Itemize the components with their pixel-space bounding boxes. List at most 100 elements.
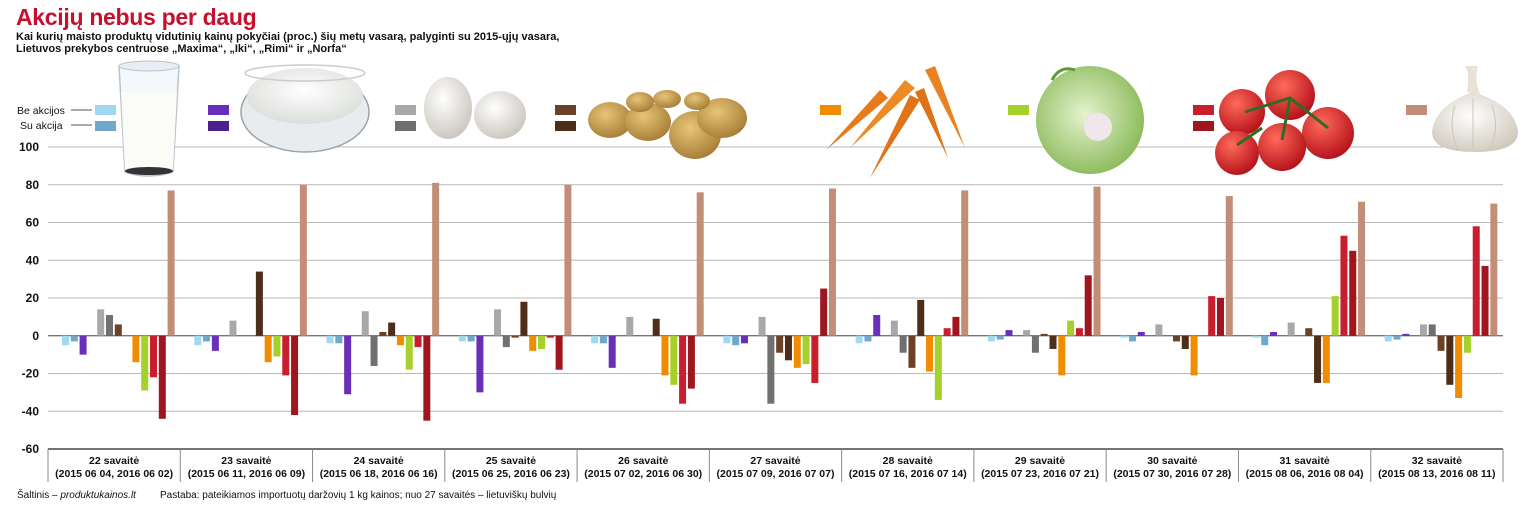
bar-cottage-cheese-bowl-without-promo [740,335,748,344]
legend-swatch-eggs-with-promo [395,121,416,131]
x-tick-label-week: 31 savaitė [1279,455,1329,467]
bar-potatoes-without-promo [379,331,387,336]
legend-label-with-promo: Su akcija [20,120,63,132]
bar-eggs-without-promo [229,320,237,336]
chart-title: Akcijų nebus per daug [16,4,257,30]
bar-potatoes-without-promo [1437,335,1445,351]
legend-swatch-tomatoes-with-promo [1193,121,1214,131]
bar-tomatoes-without-promo [1208,296,1216,336]
bar-milk-glass-without-promo [194,335,202,346]
bar-carrots-without-promo [396,335,404,346]
potatoes-icon [588,90,747,159]
bar-potatoes-with-promo [1181,335,1189,349]
bar-milk-glass-with-promo [335,335,343,344]
bar-carrots-without-promo [1322,335,1330,383]
x-tick-label-week: 29 savaitė [1015,455,1065,467]
bar-milk-glass-with-promo [864,335,872,342]
legend-swatch-cottage-cheese-bowl-with-promo [208,121,229,131]
bar-cabbage-without-promo [1463,335,1471,353]
x-tick-label-week: 22 savaitė [89,455,139,467]
y-tick-label: -40 [22,404,40,418]
y-tick-label: -20 [22,367,40,381]
source-note: Šaltinis – produktukainos.lt [17,488,137,501]
legend-swatch-tomatoes-without-promo [1193,105,1214,115]
bar-garlic-without-promo [1490,203,1498,336]
bar-garlic-without-promo [299,184,307,336]
y-tick-label: 0 [32,329,39,343]
bar-carrots-without-promo [661,335,669,376]
bar-cabbage-without-promo [934,335,942,400]
bar-tomatoes-without-promo [282,335,290,376]
bar-milk-glass-without-promo [62,335,69,346]
x-tick-label-week: 32 savaitė [1412,455,1462,467]
garlic-icon [1432,66,1518,152]
bar-garlic-without-promo [961,190,969,336]
bar-potatoes-without-promo [908,335,916,368]
bar-tomatoes-without-promo [943,328,951,336]
bar-carrots-without-promo [1058,335,1066,376]
bar-garlic-without-promo [696,192,704,336]
bar-carrots-without-promo [1190,335,1198,376]
bar-tomatoes-with-promo [291,335,299,416]
x-tick-label-week: 30 savaitė [1147,455,1197,467]
bar-milk-glass-without-promo [1384,335,1392,342]
x-tick-label-dates: (2015 07 16, 2016 07 14) [849,468,967,480]
bar-cottage-cheese-bowl-without-promo [79,335,87,355]
legend-label-without-promo: Be akcijos [17,105,65,117]
bar-carrots-without-promo [529,335,537,351]
bar-milk-glass-with-promo [203,335,211,342]
legend-swatch-cottage-cheese-bowl-without-promo [208,105,229,115]
gridlines [48,146,1503,412]
bar-milk-glass-with-promo [732,335,740,346]
bar-milk-glass-with-promo [599,335,607,344]
milk-glass-icon [118,60,180,177]
bar-potatoes-without-promo [1172,335,1180,342]
bar-tomatoes-with-promo [1481,265,1489,336]
x-tick-label-week: 26 savaitė [618,455,668,467]
bar-eggs-without-promo [361,311,369,336]
bar-tomatoes-with-promo [423,335,431,421]
bar-tomatoes-without-promo [679,335,687,404]
bar-cottage-cheese-bowl-without-promo [873,314,881,336]
bar-milk-glass-without-promo [326,335,334,344]
bar-tomatoes-without-promo [414,335,422,348]
eggs-icon [424,77,526,139]
bar-eggs-with-promo [767,335,775,404]
bar-tomatoes-with-promo [555,335,563,370]
bar-potatoes-without-promo [1305,328,1313,336]
bar-carrots-without-promo [264,335,272,363]
legend-swatch-eggs-without-promo [395,105,416,115]
x-tick-label-week: 23 savaitė [221,455,271,467]
bar-tomatoes-with-promo [820,288,828,336]
bar-cottage-cheese-bowl-without-promo [608,335,616,368]
bar-eggs-without-promo [1419,324,1427,336]
bar-potatoes-with-promo [784,335,792,361]
y-tick-label: 40 [26,253,40,267]
x-tick-label-dates: (2015 07 09, 2016 07 07) [717,468,835,480]
carrots-icon [826,66,965,178]
bar-eggs-without-promo [1287,322,1295,336]
bar-eggs-with-promo [502,335,510,348]
x-tick-label-dates: (2015 06 11, 2016 06 09) [188,468,305,480]
bar-milk-glass-without-promo [1120,335,1128,338]
bar-cabbage-without-promo [1067,320,1075,336]
bar-potatoes-with-promo [1314,335,1322,383]
chart-subtitle: Kai kurių maisto produktų vidutinių kain… [16,31,560,55]
footer: Šaltinis – produktukainos.lt Pastaba: pa… [17,488,557,501]
bar-carrots-without-promo [132,335,140,363]
bar-eggs-without-promo [494,309,502,336]
cabbage-icon [1036,66,1144,174]
bar-cottage-cheese-bowl-without-promo [211,335,219,351]
bar-milk-glass-without-promo [855,335,863,344]
y-axis: -60 -40 -20 0 20 40 60 80 100 [19,140,39,456]
legend-swatch-milk-glass-without-promo [95,105,116,115]
x-tick-label-week: 27 savaitė [750,455,800,467]
bar-garlic-without-promo [1225,196,1233,336]
bar-milk-glass-without-promo [1252,335,1260,338]
bar-tomatoes-without-promo [546,335,554,338]
bars [62,182,1498,421]
bar-cabbage-without-promo [273,335,281,357]
bar-cabbage-without-promo [141,335,149,391]
bar-cabbage-without-promo [405,335,413,370]
